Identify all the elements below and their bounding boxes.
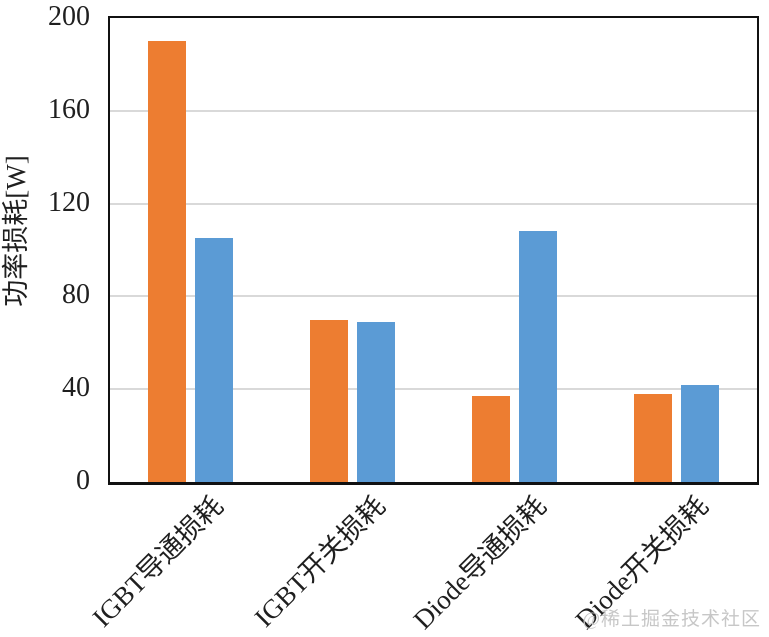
- watermark: @稀土掘金技术社区: [582, 609, 761, 630]
- bar-blue-3: [519, 231, 557, 482]
- x-tick-label-3: Diode导通损耗: [407, 490, 553, 635]
- bar-blue-2: [357, 322, 395, 482]
- gridline-80: [110, 295, 757, 298]
- y-tick-label-200: 200: [48, 1, 90, 32]
- gridline-40: [110, 388, 757, 391]
- y-tick-label-160: 160: [48, 93, 90, 125]
- x-tick-label-2: IGBT开关损耗: [248, 490, 391, 633]
- plot-area: [108, 16, 759, 485]
- bar-orange-4: [634, 394, 672, 482]
- y-tick-label-40: 40: [62, 372, 90, 404]
- bar-orange-1: [148, 41, 186, 482]
- gridline-120: [110, 202, 757, 205]
- bar-blue-1: [195, 238, 233, 482]
- x-tick-label-1: IGBT导通损耗: [86, 490, 229, 633]
- bar-orange-2: [310, 320, 348, 482]
- bar-orange-3: [472, 396, 510, 482]
- y-tick-label-0: 0: [76, 465, 90, 496]
- y-tick-label-80: 80: [62, 279, 90, 311]
- gridline-160: [110, 109, 757, 112]
- bar-blue-4: [681, 385, 719, 482]
- y-tick-label-120: 120: [48, 186, 90, 218]
